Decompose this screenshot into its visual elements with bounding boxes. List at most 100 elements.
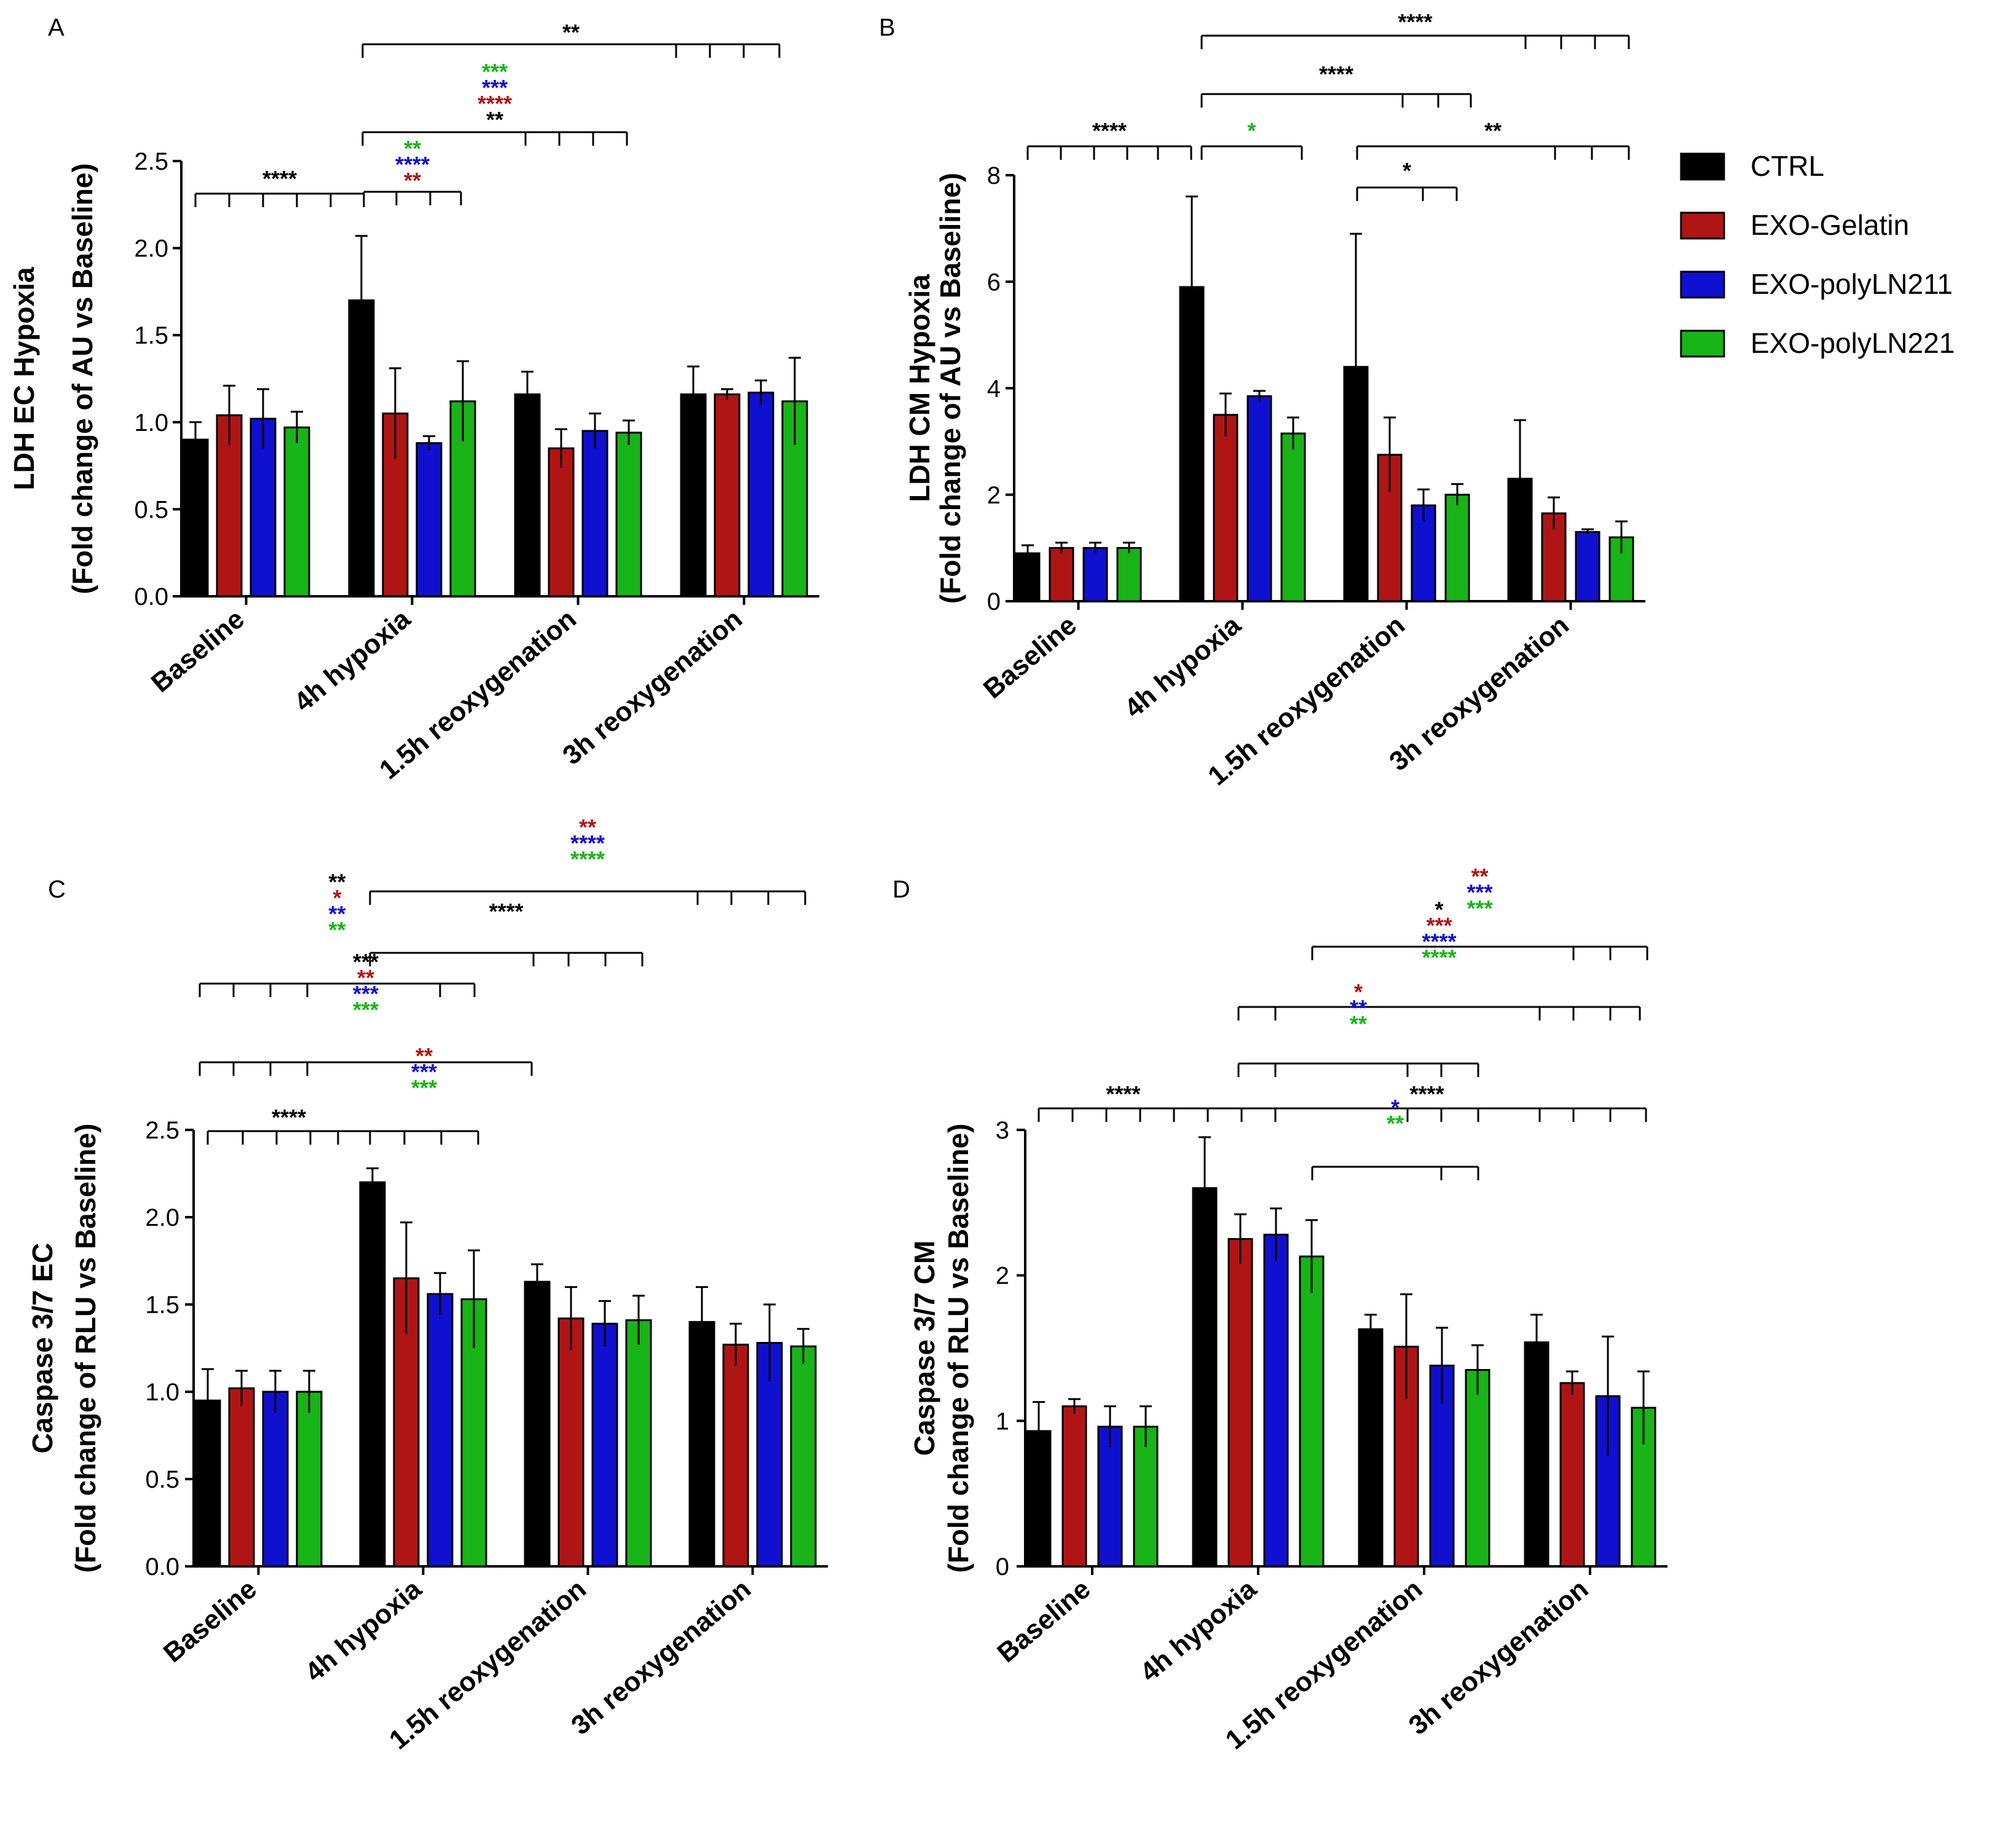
significance-label: *: [1354, 979, 1363, 1004]
bar: [1227, 1238, 1253, 1568]
bar: [1049, 547, 1074, 602]
bar: [557, 1317, 585, 1568]
significance-label: *: [333, 885, 341, 910]
bar: [1559, 1382, 1585, 1568]
y-tick-label: 4: [987, 376, 1001, 403]
significance-label: ***: [353, 981, 379, 1006]
y-tick-label: 0.5: [145, 1466, 179, 1493]
bar: [680, 393, 707, 598]
x-tick-label: Baseline: [158, 1574, 262, 1668]
legend-swatch: [1680, 211, 1725, 240]
panel-letter: A: [48, 14, 65, 41]
significance-label: **: [486, 107, 503, 132]
panel-b: B LDH CM Hypoxia(Fold change of AU vs Bas…: [879, 9, 1645, 791]
legend: CTRL EXO-Gelatin EXO-polyLN211 EXO-polyLN22…: [1680, 150, 1955, 359]
bar: [1192, 1187, 1218, 1568]
bar: [1116, 547, 1142, 602]
significance-label: ****: [272, 1105, 306, 1130]
bar: [688, 1320, 715, 1568]
legend-label: EXO-polyLN221: [1750, 327, 1955, 359]
bar: [182, 438, 209, 598]
bar: [1358, 1328, 1384, 1568]
y-tick-label: 2.5: [145, 1117, 179, 1144]
panel-letter: C: [48, 876, 66, 903]
panel-c: C Caspase 3/7 EC (Fold change of RLU vs Ba…: [26, 815, 828, 1755]
significance-label: **: [328, 917, 345, 942]
bar: [427, 1293, 454, 1568]
significance-label: ****: [1319, 61, 1353, 87]
significance-label: **: [404, 168, 421, 193]
y-tick-label: 1.0: [134, 409, 168, 436]
significance-label: ****: [478, 91, 512, 116]
bar: [262, 1391, 289, 1568]
panel-a: A LDH EC Hypoxia (Fold change of AU vs Bas…: [8, 14, 819, 785]
significance-label: **: [1471, 864, 1488, 889]
y-tick-label: 1.5: [134, 322, 168, 349]
significance-label: ****: [395, 152, 430, 177]
significance-label: ****: [1106, 1081, 1140, 1107]
y-axis-label: Caspase 3/7 CM: [908, 1241, 940, 1456]
bar: [228, 1387, 255, 1568]
panel-letter: D: [892, 876, 910, 903]
bar: [581, 430, 608, 598]
y-tick-label: 2.0: [134, 235, 168, 262]
significance-label: ***: [482, 59, 508, 84]
significance-label: **: [579, 815, 596, 840]
significance-label: **: [357, 965, 374, 990]
bar: [359, 1181, 386, 1568]
bar: [1524, 1341, 1549, 1568]
y-tick-label: 8: [987, 162, 1001, 189]
significance-label: ****: [570, 831, 605, 856]
y-tick-label: 0.0: [134, 583, 168, 610]
y-axis-sublabel: (Fold change of RLU vs Baseline): [942, 1124, 974, 1573]
y-tick-label: 2.5: [134, 148, 168, 175]
significance-label: ****: [1422, 929, 1456, 954]
y-tick-label: 2: [996, 1263, 1009, 1290]
y-tick-label: 3: [996, 1117, 1009, 1144]
bar: [1280, 432, 1306, 602]
bar: [415, 442, 443, 598]
bar: [524, 1281, 551, 1568]
significance-label: **: [1484, 118, 1502, 143]
significance-label: *: [1435, 897, 1443, 922]
legend-label: EXO-polyLN211: [1750, 268, 1953, 300]
legend-swatch: [1680, 270, 1725, 299]
x-tick-label: 4h hypoxia: [288, 604, 416, 718]
bar: [625, 1319, 652, 1568]
y-tick-label: 1.5: [145, 1292, 179, 1319]
significance-label: **: [404, 136, 421, 161]
significance-label: ***: [1426, 913, 1452, 938]
panel-d: D Caspase 3/7 CM (Fold change of RLU vs Ba…: [892, 864, 1668, 1755]
y-tick-label: 2: [987, 482, 1001, 509]
bar: [1444, 494, 1470, 602]
y-tick-label: 0: [987, 588, 1001, 615]
bar: [1246, 395, 1272, 602]
significance-label: **: [328, 901, 345, 926]
x-tick-label: 4h hypoxia: [1135, 1574, 1262, 1688]
legend-label: EXO-Gelatin: [1750, 209, 1909, 241]
y-axis-label: LDH CM Hypoxia: [904, 274, 935, 502]
bar: [1213, 414, 1238, 602]
bar: [514, 393, 541, 598]
bar: [722, 1343, 749, 1568]
x-tick-label: 3h reoxygenation: [1384, 610, 1575, 777]
significance-label: **: [415, 1043, 433, 1068]
significance-label: **: [1387, 1111, 1404, 1136]
significance-label: ****: [262, 166, 297, 191]
bar: [1465, 1369, 1490, 1568]
bar: [591, 1322, 618, 1568]
significance-label: **: [328, 869, 345, 894]
x-tick-label: Baseline: [978, 610, 1082, 704]
legend-label: CTRL: [1750, 150, 1824, 182]
significance-label: ***: [411, 1075, 437, 1100]
bar: [548, 447, 575, 598]
significance-label: ****: [570, 846, 605, 872]
bar: [1097, 1426, 1123, 1568]
significance-label: **: [1350, 995, 1367, 1020]
significance-label: **: [562, 20, 580, 45]
y-axis-sublabel: (Fold change of RLU vs Baseline): [69, 1124, 101, 1573]
bar: [1082, 547, 1108, 602]
bar: [296, 1391, 323, 1568]
bar: [790, 1345, 817, 1568]
